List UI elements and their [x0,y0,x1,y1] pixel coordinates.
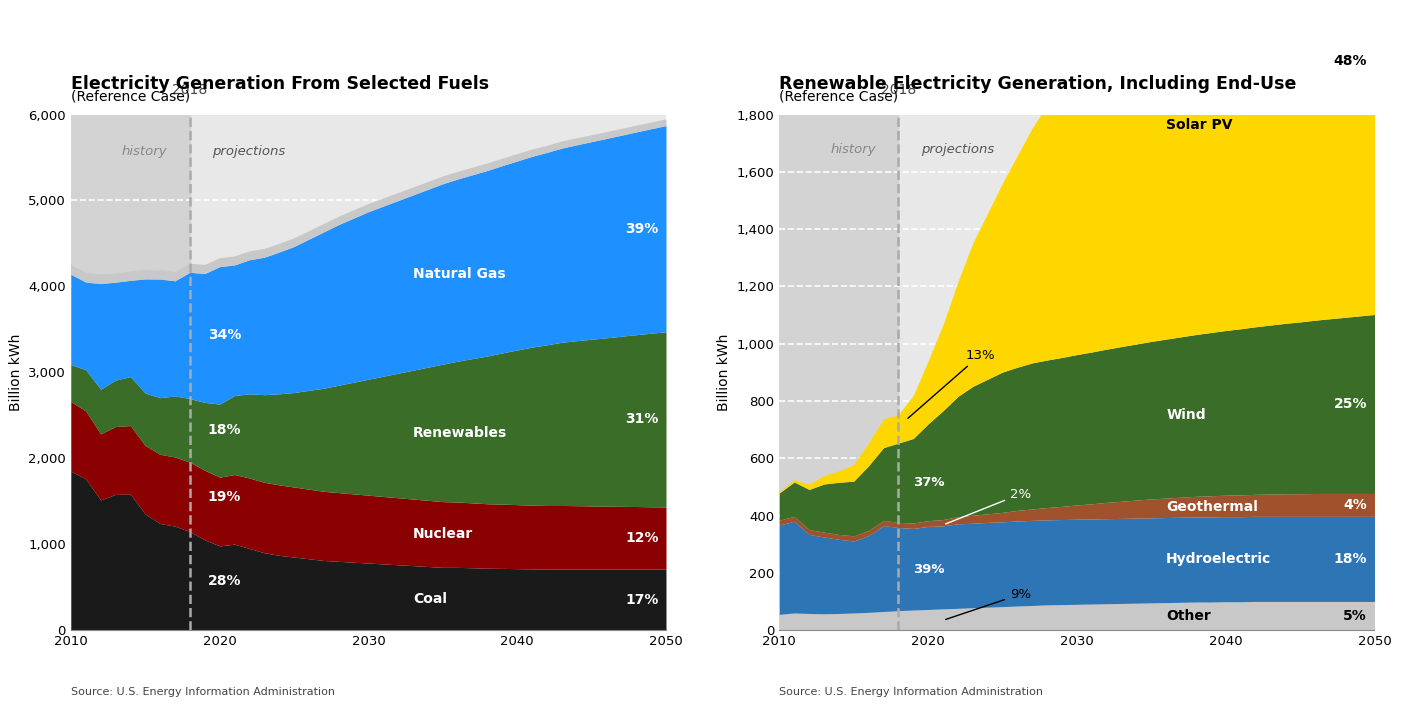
Text: 34%: 34% [208,329,241,342]
Text: Electricity Generation From Selected Fuels: Electricity Generation From Selected Fue… [71,75,489,93]
Bar [779,115,898,630]
Bar [71,115,190,630]
Text: 37%: 37% [913,476,945,489]
Text: Wind: Wind [1166,408,1206,422]
Text: Other: Other [1166,609,1212,623]
Text: 17%: 17% [625,593,659,606]
Y-axis label: Billion kWh: Billion kWh [9,334,23,411]
Text: 12%: 12% [625,531,659,545]
Text: 18%: 18% [1333,552,1367,566]
Text: Solar PV: Solar PV [1166,118,1233,132]
Text: 2%: 2% [945,488,1032,524]
Text: Geothermal: Geothermal [1166,500,1258,513]
Text: 2018: 2018 [173,82,207,97]
Text: (Reference Case): (Reference Case) [71,90,190,104]
Text: 18%: 18% [208,423,241,437]
Y-axis label: Billion kWh: Billion kWh [717,334,731,411]
Text: 31%: 31% [625,412,659,427]
Text: projections: projections [921,143,993,156]
Text: 4%: 4% [1343,498,1367,512]
Text: (Reference Case): (Reference Case) [779,90,898,104]
Text: Natural Gas: Natural Gas [412,267,506,281]
Text: Source: U.S. Energy Information Administration: Source: U.S. Energy Information Administ… [71,687,334,697]
Text: Renewables: Renewables [412,426,507,440]
Text: Hydroelectric: Hydroelectric [1166,553,1271,566]
Text: 5%: 5% [1343,609,1367,623]
Text: 39%: 39% [625,222,659,236]
Text: 25%: 25% [1333,397,1367,411]
Text: history: history [830,143,876,156]
Text: 13%: 13% [908,349,995,418]
Text: 9%: 9% [945,588,1032,619]
Text: 28%: 28% [208,574,241,588]
Text: history: history [122,145,167,158]
Text: Nuclear: Nuclear [412,528,473,541]
Text: Coal: Coal [412,591,446,606]
Text: 19%: 19% [208,490,241,504]
Text: projections: projections [213,145,285,158]
Text: 39%: 39% [913,563,945,576]
Text: 48%: 48% [1333,54,1367,68]
Text: 2018: 2018 [881,82,915,97]
Text: Renewable Electricity Generation, Including End-Use: Renewable Electricity Generation, Includ… [779,75,1297,93]
Text: Source: U.S. Energy Information Administration: Source: U.S. Energy Information Administ… [779,687,1043,697]
